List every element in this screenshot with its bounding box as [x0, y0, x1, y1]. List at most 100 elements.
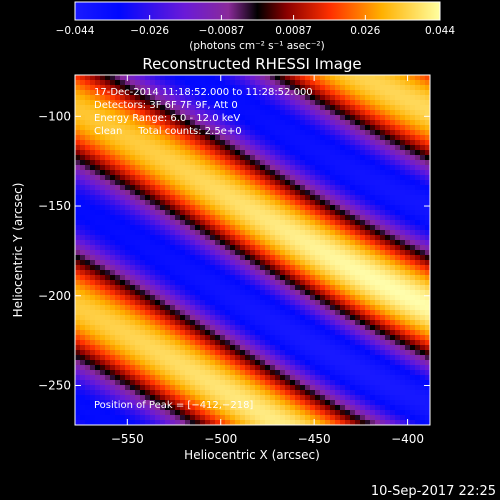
- heatmap-cell: [235, 165, 241, 171]
- heatmap-cell: [415, 170, 421, 176]
- heatmap-cell: [175, 190, 181, 196]
- heatmap-cell: [245, 280, 251, 286]
- heatmap-cell: [280, 360, 286, 366]
- heatmap-cell: [225, 165, 231, 171]
- heatmap-cell: [305, 110, 311, 116]
- heatmap-cell: [385, 80, 391, 86]
- heatmap-cell: [175, 205, 181, 211]
- heatmap-cell: [205, 245, 211, 251]
- heatmap-cell: [340, 95, 346, 101]
- heatmap-cell: [285, 265, 291, 271]
- heatmap-cell: [280, 175, 286, 181]
- heatmap-cell: [330, 185, 336, 191]
- heatmap-cell: [130, 370, 136, 376]
- heatmap-cell: [260, 160, 266, 166]
- heatmap-cell: [170, 185, 176, 191]
- heatmap-cell: [265, 100, 271, 106]
- heatmap-cell: [190, 200, 196, 206]
- heatmap-cell: [420, 405, 426, 411]
- heatmap-cell: [350, 290, 356, 296]
- heatmap-cell: [190, 370, 196, 376]
- heatmap-cell: [205, 395, 211, 401]
- heatmap-cell: [290, 110, 296, 116]
- heatmap-cell: [170, 395, 176, 401]
- heatmap-cell: [240, 345, 246, 351]
- heatmap-cell: [200, 285, 206, 291]
- heatmap-cell: [130, 230, 136, 236]
- heatmap-cell: [110, 295, 116, 301]
- annotation-detectors: Detectors: 3F 6F 7F 9F, Att 0: [94, 100, 238, 111]
- heatmap-cell: [180, 280, 186, 286]
- heatmap-cell: [265, 135, 271, 141]
- heatmap-cell: [100, 365, 106, 371]
- heatmap-cell: [90, 405, 96, 411]
- heatmap-cell: [120, 165, 126, 171]
- heatmap-cell: [110, 385, 116, 391]
- heatmap-cell: [305, 75, 311, 81]
- heatmap-cell: [115, 390, 121, 396]
- heatmap-cell: [165, 410, 171, 416]
- heatmap-cell: [185, 290, 191, 296]
- heatmap-cell: [185, 315, 191, 321]
- heatmap-cell: [385, 110, 391, 116]
- heatmap-cell: [105, 280, 111, 286]
- heatmap-cell: [250, 170, 256, 176]
- heatmap-cell: [230, 105, 236, 111]
- heatmap-cell: [335, 325, 341, 331]
- heatmap-cell: [115, 220, 121, 226]
- heatmap-cell: [405, 145, 411, 151]
- heatmap-cell: [120, 185, 126, 191]
- heatmap-cell: [180, 255, 186, 261]
- heatmap-cell: [150, 420, 156, 425]
- heatmap-cell: [220, 330, 226, 336]
- heatmap-cell: [255, 325, 261, 331]
- heatmap-cell: [195, 245, 201, 251]
- heatmap-cell: [80, 230, 86, 236]
- heatmap-cell: [390, 325, 396, 331]
- heatmap-cell: [120, 420, 126, 425]
- heatmap-cell: [130, 195, 136, 201]
- heatmap-cell: [270, 275, 276, 281]
- heatmap-cell: [175, 365, 181, 371]
- heatmap-cell: [425, 140, 430, 146]
- heatmap-cell: [290, 295, 296, 301]
- heatmap-cell: [315, 260, 321, 266]
- heatmap-cell: [240, 240, 246, 246]
- heatmap-cell: [200, 125, 206, 131]
- heatmap-cell: [240, 390, 246, 396]
- heatmap-cell: [145, 185, 151, 191]
- heatmap-cell: [315, 100, 321, 106]
- heatmap-cell: [405, 260, 411, 266]
- heatmap-cell: [90, 380, 96, 386]
- x-tick-label: −550: [111, 432, 144, 446]
- heatmap-cell: [220, 300, 226, 306]
- heatmap-cell: [210, 90, 216, 96]
- heatmap-cell: [280, 295, 286, 301]
- heatmap-cell: [390, 160, 396, 166]
- heatmap-cell: [250, 335, 256, 341]
- heatmap-cell: [390, 165, 396, 171]
- heatmap-cell: [210, 200, 216, 206]
- heatmap-cell: [185, 335, 191, 341]
- heatmap-cell: [195, 405, 201, 411]
- heatmap-cell: [105, 260, 111, 266]
- heatmap-cell: [380, 420, 386, 425]
- heatmap-cell: [305, 120, 311, 126]
- heatmap-cell: [235, 95, 241, 101]
- heatmap-cell: [345, 155, 351, 161]
- heatmap-cell: [355, 85, 361, 91]
- heatmap-cell: [315, 110, 321, 116]
- heatmap-cell: [345, 150, 351, 156]
- heatmap-cell: [330, 305, 336, 311]
- heatmap-cell: [225, 75, 231, 81]
- heatmap-cell: [75, 185, 81, 191]
- heatmap-cell: [300, 390, 306, 396]
- heatmap-cell: [425, 260, 430, 266]
- heatmap-cell: [275, 215, 281, 221]
- heatmap-cell: [355, 355, 361, 361]
- heatmap-cell: [85, 160, 91, 166]
- heatmap-cell: [165, 230, 171, 236]
- heatmap-cell: [355, 170, 361, 176]
- heatmap-cell: [190, 205, 196, 211]
- heatmap-cell: [245, 205, 251, 211]
